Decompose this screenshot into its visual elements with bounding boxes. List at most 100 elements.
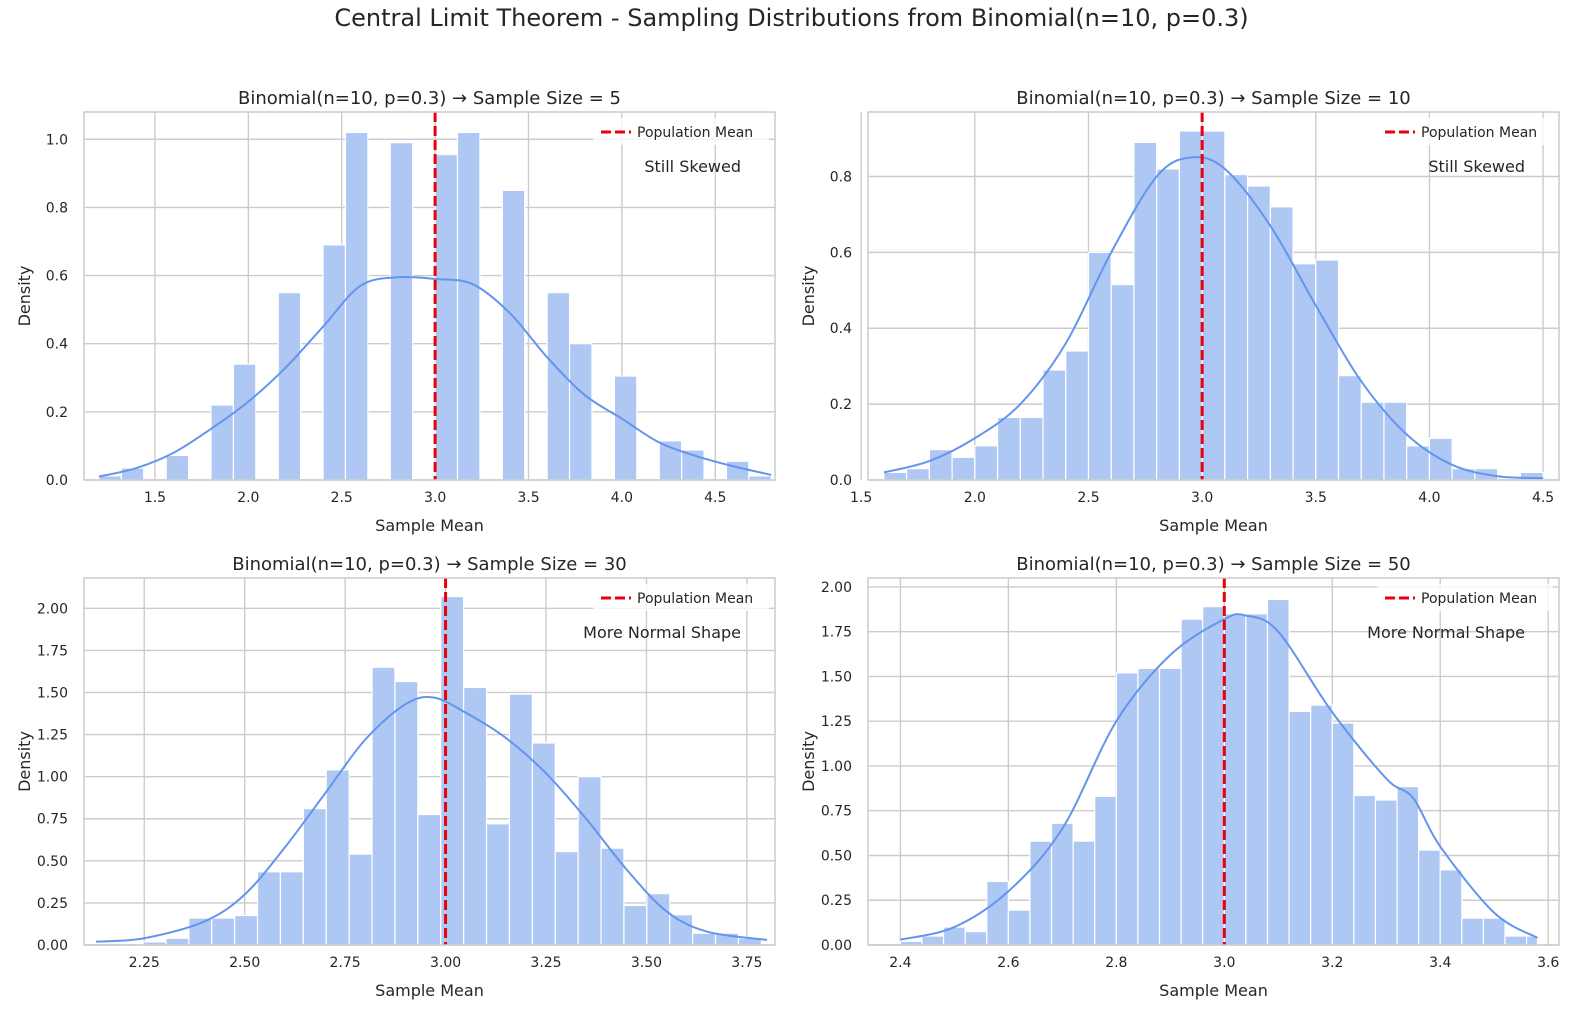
histogram-bars xyxy=(96,595,762,946)
x-tick-label: 4.5 xyxy=(704,490,726,506)
histogram-bar xyxy=(1072,840,1096,946)
histogram-bar xyxy=(277,291,302,481)
histogram-bar xyxy=(234,914,259,946)
histogram-bar xyxy=(279,871,304,946)
x-tick-label: 3.0 xyxy=(1213,955,1235,971)
legend: Population Mean xyxy=(593,584,769,611)
histogram-bar xyxy=(434,153,459,481)
legend-label: Population Mean xyxy=(637,125,753,141)
legend-label: Population Mean xyxy=(637,591,753,607)
annotation-text: More Normal Shape xyxy=(1367,623,1525,642)
histogram-bar xyxy=(1337,375,1362,481)
histogram-bar xyxy=(1353,794,1377,946)
histogram-bar xyxy=(921,935,945,946)
x-tick-label: 3.75 xyxy=(731,955,762,971)
legend-box xyxy=(593,584,769,611)
histogram-bar xyxy=(1178,130,1203,481)
histogram-bar xyxy=(1360,401,1385,481)
y-tick-label: 0.75 xyxy=(821,804,852,820)
x-tick-label: 4.0 xyxy=(1418,490,1440,506)
histogram-bars xyxy=(98,131,772,481)
histogram-bar xyxy=(546,291,571,481)
x-tick-label: 2.0 xyxy=(964,490,986,506)
histogram-bar xyxy=(508,693,533,946)
x-tick-label: 3.0 xyxy=(424,490,446,506)
histogram-bar xyxy=(623,904,648,946)
histogram-bar xyxy=(613,375,638,481)
x-tick-label: 3.25 xyxy=(530,955,561,971)
histogram-bar xyxy=(371,666,396,946)
subplot-title: Binomial(n=10, p=0.3) → Sample Size = 10 xyxy=(1016,88,1410,109)
y-tick-label: 0.25 xyxy=(821,893,852,909)
histogram-bar xyxy=(1331,722,1355,946)
x-tick-label: 2.6 xyxy=(997,955,1019,971)
histogram-bar xyxy=(1042,369,1067,481)
histogram-bar xyxy=(1158,667,1182,946)
histogram-bar xyxy=(1374,799,1398,946)
legend-box xyxy=(1377,584,1553,611)
x-axis-label: Sample Mean xyxy=(1159,516,1268,535)
histogram-bars xyxy=(899,598,1539,946)
histogram-bar xyxy=(1288,710,1312,946)
histogram-bar xyxy=(951,456,976,481)
histogram-bar xyxy=(344,131,369,481)
histogram-bar xyxy=(964,930,988,946)
histogram-bar xyxy=(501,189,526,481)
histogram-bar xyxy=(1223,613,1247,946)
histogram-bar xyxy=(1310,704,1333,946)
legend: Population Mean xyxy=(1377,584,1553,611)
histogram-bar xyxy=(554,850,579,946)
y-tick-label: 1.50 xyxy=(37,685,68,701)
histogram-bar xyxy=(1245,613,1269,946)
y-tick-label: 1.00 xyxy=(821,759,852,775)
histogram-bar xyxy=(211,917,236,946)
histogram-bar xyxy=(1396,785,1420,946)
histogram-bar xyxy=(883,471,908,481)
legend-box xyxy=(593,118,769,145)
y-tick-label: 1.0 xyxy=(46,132,68,148)
y-tick-label: 0.8 xyxy=(830,169,852,185)
histogram-bar xyxy=(568,343,593,481)
annotation-text: More Normal Shape xyxy=(583,623,741,642)
histogram-bar xyxy=(232,363,257,481)
axes-frame xyxy=(867,577,1560,946)
histogram-bar xyxy=(1115,672,1139,946)
subplot-title: Binomial(n=10, p=0.3) → Sample Size = 30 xyxy=(232,554,626,575)
histogram-bar xyxy=(906,468,930,481)
x-tick-label: 1.5 xyxy=(144,490,166,506)
x-axis-label: Sample Mean xyxy=(375,981,484,1000)
histogram-bar xyxy=(1065,350,1090,481)
y-axis-label: Density xyxy=(15,266,34,327)
y-axis-label: Density xyxy=(15,731,34,792)
kde-curve xyxy=(883,156,1544,480)
histogram-bar xyxy=(996,416,1021,481)
histogram-bar xyxy=(1137,667,1161,946)
y-tick-label: 1.25 xyxy=(37,728,68,744)
histogram-bar xyxy=(1246,185,1271,481)
y-tick-label: 0.50 xyxy=(37,854,68,870)
histogram-bar xyxy=(1482,917,1506,946)
histogram-bar xyxy=(1110,284,1135,481)
histogram-bar xyxy=(577,776,602,946)
x-tick-label: 3.6 xyxy=(1537,955,1559,971)
x-tick-label: 2.0 xyxy=(237,490,259,506)
y-tick-label: 2.00 xyxy=(821,580,852,596)
x-tick-label: 2.5 xyxy=(1077,490,1099,506)
x-tick-label: 3.5 xyxy=(1305,490,1327,506)
x-axis-label: Sample Mean xyxy=(375,516,484,535)
kde-curve xyxy=(900,613,1538,941)
histogram-bar xyxy=(256,871,282,946)
histogram-bar xyxy=(1201,130,1226,481)
subplot-title: Binomial(n=10, p=0.3) → Sample Size = 5 xyxy=(238,88,621,109)
legend: Population Mean xyxy=(1377,118,1553,145)
y-tick-label: 0.4 xyxy=(830,321,852,337)
histogram-bar xyxy=(165,937,190,946)
y-tick-label: 1.75 xyxy=(821,625,852,641)
histogram-bar xyxy=(974,445,999,481)
histogram-bar xyxy=(1269,206,1294,481)
y-tick-label: 0.0 xyxy=(46,473,68,489)
y-tick-label: 2.00 xyxy=(37,601,68,617)
histogram-bar xyxy=(1087,251,1112,481)
histogram-bar xyxy=(456,131,481,481)
subplot-sample-size-30: Binomial(n=10, p=0.3) → Sample Size = 30… xyxy=(15,554,776,1000)
